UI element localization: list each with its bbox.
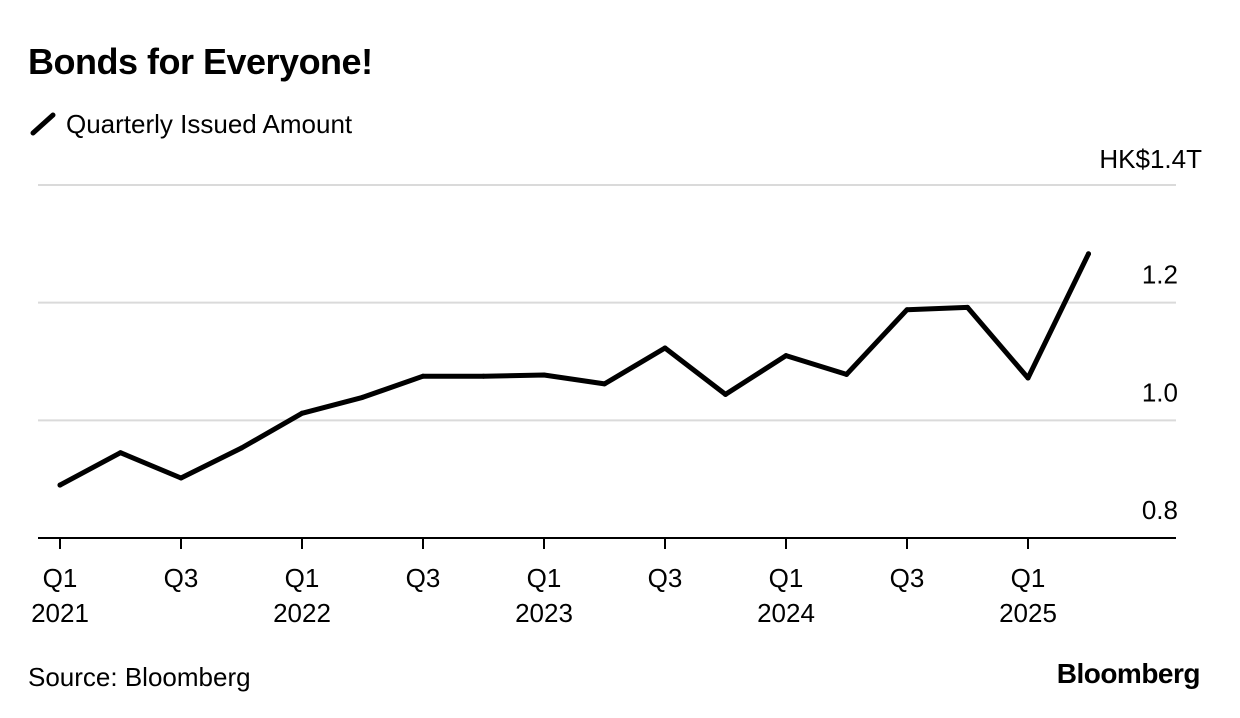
axis-layer — [38, 537, 1176, 549]
data-point — [904, 307, 910, 313]
data-point — [723, 391, 728, 397]
x-tick-year-label: 2022 — [273, 598, 331, 628]
x-tick-label: Q3 — [890, 563, 925, 593]
data-point — [662, 345, 668, 351]
data-point — [299, 410, 305, 416]
label-layer: 0.8 1.0 1.2 HK$1.4T Q1 2021 Q3 Q1 2022 Q3 Q1 2023 Q3… — [31, 144, 1202, 628]
x-tick-label: Q3 — [164, 563, 199, 593]
data-point — [239, 445, 244, 451]
x-tick-year-label: 2024 — [757, 598, 815, 628]
data-point — [481, 373, 486, 379]
bloomberg-logo: Bloomberg — [1056, 658, 1201, 689]
x-tick-year-label: 2021 — [31, 598, 89, 628]
x-tick-label: Q3 — [648, 563, 683, 593]
legend: Quarterly Issued Amount — [30, 104, 352, 144]
series-layer — [57, 251, 1091, 488]
y-tick-label: HK$1.4T — [1099, 144, 1202, 174]
series-line-quarterly-issued-amount — [57, 251, 1091, 488]
data-point — [360, 394, 365, 400]
data-point — [118, 450, 123, 456]
x-tick-label: Q1 — [43, 563, 78, 593]
x-tick-label: Q1 — [769, 563, 804, 593]
y-tick-label: 0.8 — [1142, 495, 1178, 525]
data-point — [420, 373, 426, 379]
grid-layer — [38, 184, 1176, 422]
data-point — [1025, 375, 1031, 381]
data-point — [178, 475, 184, 481]
x-tick-year-label: 2023 — [515, 598, 573, 628]
legend-label: Quarterly Issued Amount — [66, 109, 353, 139]
data-point — [965, 304, 970, 310]
y-tick-label: 1.2 — [1142, 260, 1178, 290]
y-tick-label: 1.0 — [1142, 377, 1178, 407]
chart-title: Bonds for Everyone! — [28, 41, 373, 82]
x-tick-label: Q1 — [285, 563, 320, 593]
data-point — [57, 482, 63, 488]
source-note: Source: Bloomberg — [28, 662, 251, 692]
x-tick-label: Q1 — [527, 563, 562, 593]
data-point — [541, 372, 547, 378]
x-tick-year-label: 2025 — [999, 598, 1057, 628]
x-tick-label: Q3 — [406, 563, 441, 593]
data-point — [1086, 251, 1091, 257]
data-point — [783, 353, 789, 359]
legend-swatch — [30, 112, 56, 136]
data-point — [602, 381, 607, 387]
x-tick-label: Q1 — [1011, 563, 1046, 593]
data-point — [844, 371, 849, 377]
